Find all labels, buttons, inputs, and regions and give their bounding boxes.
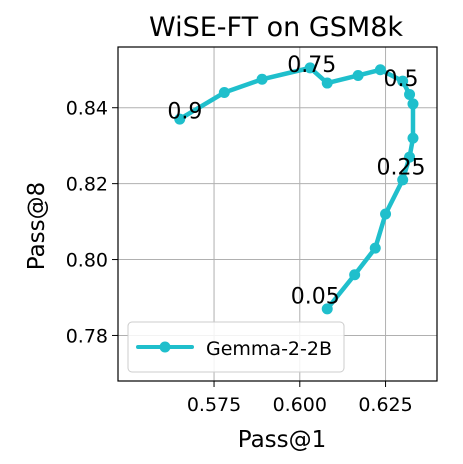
data-point <box>404 151 416 163</box>
data-point <box>369 242 381 254</box>
y-tick-label: 0.84 <box>66 98 108 120</box>
data-point <box>380 208 392 220</box>
legend-entry-gemma-2-2b: Gemma-2-2B <box>206 338 332 360</box>
x-tick-label: 0.600 <box>273 394 327 416</box>
annotation-label: 0.9 <box>167 99 202 124</box>
axis-ticks: 0.575 0.600 0.625 0.78 0.80 0.82 0.84 <box>66 98 413 416</box>
y-tick-label: 0.80 <box>66 250 108 272</box>
legend-box <box>127 321 345 373</box>
chart-title: WiSE-FT on GSM8k <box>149 12 403 43</box>
x-tick-label: 0.625 <box>358 394 412 416</box>
data-point <box>407 98 419 110</box>
x-axis-label: Pass@1 <box>238 427 327 453</box>
data-point <box>304 62 316 74</box>
data-point <box>404 88 416 100</box>
series-line-gemma-2-2b <box>177 65 416 312</box>
data-point <box>374 64 386 76</box>
plot-frame <box>117 46 438 382</box>
data-point <box>218 87 230 99</box>
annotation-label: 0.25 <box>376 156 425 181</box>
annotations-layer: 0.05 0.25 0.5 0.75 0.9 <box>167 53 425 310</box>
annotation-label: 0.05 <box>291 285 340 310</box>
legend: Gemma-2-2B <box>127 321 345 373</box>
y-tick-label: 0.78 <box>66 325 108 347</box>
legend-swatch-marker <box>159 341 171 353</box>
data-point <box>397 75 409 87</box>
data-point <box>174 113 186 125</box>
annotation-label: 0.75 <box>287 53 336 78</box>
data-point <box>321 77 333 89</box>
y-tick-label: 0.82 <box>66 174 108 196</box>
data-point <box>352 69 364 81</box>
data-point <box>397 174 409 186</box>
data-point <box>407 132 419 144</box>
data-point <box>321 303 333 315</box>
y-axis-label: Pass@8 <box>24 182 50 271</box>
data-point <box>256 73 268 85</box>
series-layer <box>174 62 419 315</box>
x-tick-label: 0.575 <box>187 394 241 416</box>
data-point <box>349 269 361 281</box>
annotation-label: 0.5 <box>383 67 418 92</box>
